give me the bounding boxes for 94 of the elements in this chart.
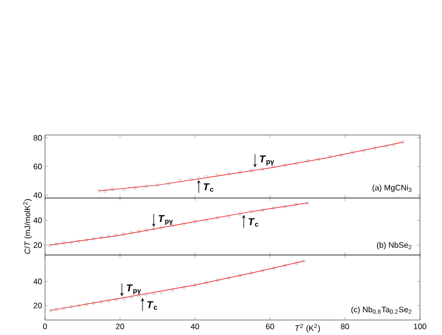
point	[238, 274, 242, 277]
point	[98, 189, 100, 192]
point	[107, 234, 110, 238]
point	[261, 208, 264, 212]
point	[62, 241, 66, 244]
point	[294, 202, 298, 206]
point	[167, 182, 170, 186]
point	[272, 165, 276, 168]
point	[204, 175, 208, 178]
point	[294, 262, 298, 265]
annotation: T$_{pγ}$	[126, 284, 141, 294]
point	[122, 188, 126, 191]
annotation: T$_{c}$	[147, 301, 158, 310]
point	[261, 269, 264, 272]
point	[100, 236, 103, 240]
point	[92, 302, 96, 305]
point	[216, 216, 219, 220]
point	[49, 308, 52, 312]
point	[317, 158, 320, 161]
point	[130, 231, 133, 234]
point	[144, 185, 148, 188]
point	[130, 296, 133, 299]
point	[250, 169, 253, 172]
point	[216, 278, 219, 282]
annotation: T$_{c}$	[204, 183, 214, 192]
point	[182, 286, 186, 290]
point	[70, 305, 73, 308]
point	[306, 159, 310, 162]
point	[152, 227, 156, 230]
point	[284, 164, 286, 167]
point	[340, 154, 343, 157]
point	[84, 302, 88, 306]
line-series	[50, 260, 304, 311]
point	[306, 201, 310, 204]
point	[294, 162, 298, 166]
point	[302, 260, 306, 263]
point	[62, 306, 66, 310]
point	[328, 154, 332, 158]
point	[104, 189, 106, 192]
point	[204, 218, 208, 222]
point	[160, 290, 163, 294]
point	[182, 222, 186, 226]
point	[197, 176, 200, 180]
point	[272, 206, 276, 210]
point	[122, 232, 126, 236]
point	[362, 149, 366, 152]
point	[114, 234, 118, 237]
point	[156, 184, 159, 187]
point	[227, 276, 230, 280]
point	[227, 215, 230, 218]
point	[160, 226, 163, 230]
point	[261, 168, 264, 171]
point	[272, 266, 276, 270]
point	[178, 179, 182, 182]
annotation: T$_{pγ}$	[260, 156, 274, 166]
line-series	[50, 202, 308, 246]
point	[70, 241, 73, 244]
point	[384, 144, 388, 148]
point	[114, 298, 118, 302]
point	[250, 210, 253, 214]
point	[111, 188, 114, 191]
point	[238, 212, 242, 216]
point	[77, 304, 80, 308]
point	[171, 288, 174, 292]
point	[107, 299, 110, 302]
point	[152, 292, 156, 296]
point	[392, 144, 396, 147]
point	[374, 146, 377, 150]
annotation: T$_{pγ}$	[158, 215, 173, 225]
point	[122, 296, 126, 300]
point	[100, 300, 103, 304]
point	[77, 240, 80, 243]
point	[250, 272, 253, 275]
point	[284, 205, 286, 208]
point	[351, 150, 354, 154]
point	[48, 244, 52, 247]
point	[216, 174, 219, 177]
point	[144, 228, 148, 232]
point	[204, 281, 208, 284]
point	[84, 238, 88, 242]
point	[227, 172, 230, 176]
point	[194, 220, 196, 224]
point	[54, 308, 58, 311]
point	[284, 264, 286, 268]
point	[194, 284, 196, 287]
point	[401, 140, 404, 144]
point	[144, 293, 148, 296]
point	[137, 230, 140, 233]
point	[190, 178, 193, 181]
point	[134, 186, 136, 190]
point	[92, 237, 96, 240]
annotation: T$_{c}$	[248, 218, 258, 227]
point	[238, 170, 242, 174]
point	[54, 242, 58, 246]
